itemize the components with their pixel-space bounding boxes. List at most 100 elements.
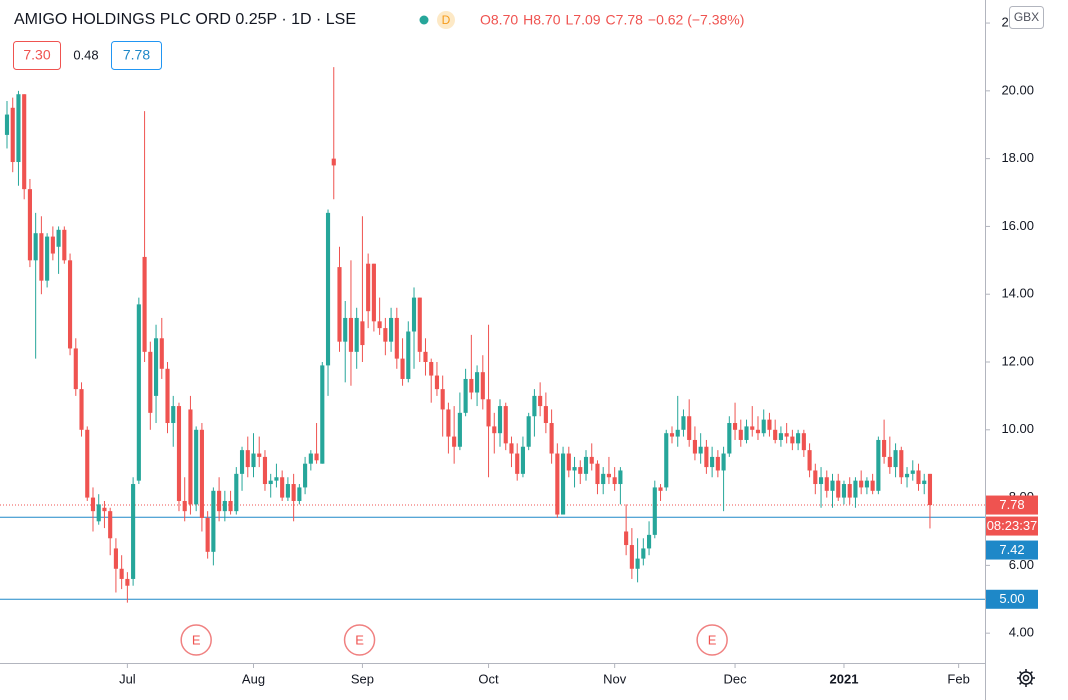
x-tick-label: Sep — [351, 671, 374, 686]
candle-body — [589, 456, 594, 464]
countdown-tag-bg — [986, 516, 1038, 536]
badge-bg — [437, 11, 455, 29]
candle-body — [16, 94, 21, 163]
candle-body — [830, 480, 835, 491]
candle-body — [199, 429, 204, 518]
candle-body — [583, 456, 589, 474]
last-price-tag-bg — [986, 495, 1038, 515]
candle-body — [285, 484, 290, 498]
candle-body — [371, 263, 376, 322]
candle-body — [62, 229, 67, 261]
candle-body — [732, 423, 738, 430]
settings-icon[interactable] — [1017, 669, 1035, 687]
candle-body — [148, 351, 153, 413]
candle-body — [291, 484, 296, 501]
candle-body — [778, 433, 783, 440]
chart-title: AMIGO HOLDINGS PLC ORD 0.25P · 1D · LSE — [14, 11, 356, 28]
candle-body — [704, 446, 709, 468]
candle-body — [904, 473, 910, 478]
candle-body — [790, 436, 795, 444]
candle-body — [818, 477, 824, 485]
candle-body — [411, 297, 417, 332]
candle-body — [618, 470, 623, 485]
candle-body — [33, 233, 38, 261]
candle-body — [624, 531, 629, 546]
y-tick-label: 12.00 — [1001, 353, 1034, 368]
candle-body — [39, 233, 44, 281]
y-tick-label: 16.00 — [1001, 218, 1034, 233]
candle-body — [532, 395, 537, 417]
candle-body — [750, 426, 755, 430]
ask-box — [111, 41, 162, 70]
spread: 0.48 — [73, 47, 98, 62]
candle-body — [710, 456, 715, 468]
candle-body — [171, 406, 176, 424]
candle-body — [475, 372, 480, 393]
candle-body — [228, 500, 233, 512]
hline-tag: 5.00 — [999, 591, 1024, 606]
candle-body — [27, 189, 32, 261]
candle-body — [4, 114, 10, 135]
x-tick-label: Aug — [242, 671, 265, 686]
hline-tag: 7.42 — [999, 542, 1024, 557]
candle-body — [847, 484, 852, 498]
y-tick-label: 18.00 — [1001, 150, 1034, 165]
candle-body — [824, 477, 829, 491]
candle-body — [125, 578, 130, 586]
candle-body — [853, 480, 858, 498]
ohlc-value: C7.78 — [606, 12, 644, 28]
candle-body — [515, 453, 520, 474]
candle-body — [910, 470, 915, 474]
candle-body — [870, 480, 875, 491]
candle-body — [79, 389, 84, 430]
bid-box — [13, 41, 61, 70]
candle-body — [601, 473, 606, 485]
candle-body — [899, 450, 904, 478]
candle-body — [652, 487, 657, 535]
candle-body — [480, 372, 485, 400]
candle-body — [239, 450, 245, 474]
y-tick-label: 14.00 — [1001, 286, 1034, 301]
candle-body — [681, 416, 686, 430]
candle-body — [274, 477, 279, 481]
candle-body — [354, 317, 359, 352]
candle-body — [744, 426, 749, 440]
x-tick-label: 2021 — [830, 671, 859, 686]
ohlc-value: −0.62 (−7.38%) — [648, 12, 745, 28]
candle-body — [268, 480, 273, 485]
candle-body — [796, 433, 801, 444]
candle-body — [664, 433, 669, 488]
candle-body — [526, 416, 531, 447]
candle-body — [715, 456, 720, 471]
candle-body — [767, 419, 772, 430]
candle-body — [142, 256, 147, 352]
candle-body — [119, 568, 124, 579]
x-tick-label: Feb — [947, 671, 969, 686]
candle-body — [205, 517, 210, 552]
hline-tag-bg — [986, 540, 1038, 560]
candle-body — [176, 406, 182, 501]
candle-body — [469, 378, 474, 393]
candle-body — [452, 436, 457, 447]
candle-body — [262, 456, 268, 485]
candle-body — [85, 429, 90, 498]
candle-body — [440, 389, 445, 410]
event-label: E — [192, 632, 201, 647]
candle-body — [629, 545, 634, 569]
candle-body — [658, 487, 663, 491]
candle-body — [360, 321, 365, 346]
candle-body — [841, 484, 847, 498]
candle-body — [325, 212, 331, 366]
status-dot — [419, 15, 429, 25]
candle-body — [882, 439, 887, 457]
candle-body — [10, 107, 15, 163]
x-tick-label: Nov — [603, 671, 627, 686]
candle-body — [641, 548, 646, 559]
candle-body — [555, 453, 560, 515]
candle-body — [366, 263, 371, 312]
candle-body — [165, 368, 170, 424]
candle-body — [698, 446, 703, 454]
candle-body — [331, 158, 336, 166]
candle-body — [503, 406, 508, 444]
candle-body — [22, 94, 27, 190]
